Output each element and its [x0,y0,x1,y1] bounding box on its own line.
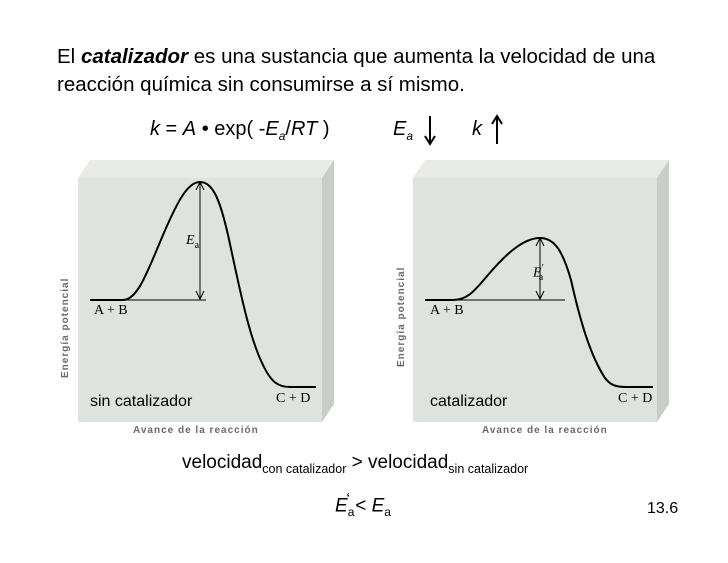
ea-trend-label: Ea [393,118,413,143]
rate-word-1: velocidad [182,452,263,473]
panel-top-face [413,160,669,178]
rate-sub-cat: con catalizador [262,461,347,476]
formula-equals: = [160,118,183,140]
rate-comparison: velocidadcon catalizador > velocidadsin … [182,452,528,476]
intro-keyword: catalizador [80,45,189,68]
arrow-up-icon [491,114,503,144]
ea-prime-label: E′a [533,263,544,284]
formula-k: k [150,118,160,140]
products-label: C + D [618,391,653,406]
formula-RT: RT [290,118,318,140]
formula-A: A [182,118,197,140]
cmp-lhs-E: E [335,495,348,517]
panel-top-face [78,160,334,178]
activation-energy-comparison: Ea‘ < Ea [335,491,391,519]
energy-diagram-catalyzed [413,160,669,422]
rate-sub-nocat: sin catalizador [448,461,529,476]
formula-a-sub: a [278,129,286,143]
ea-symbol: E [393,118,407,140]
slide-number: 13.6 [647,500,679,517]
x-axis-label: Avance de la reacción [133,425,259,436]
rate-gt: > [346,452,369,473]
formula-slash: / [285,118,291,140]
energy-curve [425,236,653,388]
formula-E: E [265,118,279,140]
ea-label: Ea [186,233,200,251]
y-axis-label: Energía potencial [60,277,71,378]
intro-rest: es una sustancia que aumenta la velocida… [57,45,656,96]
panel-side-face [322,160,334,422]
k-trend-label: k [472,118,482,140]
energy-curve [90,180,316,388]
formula-close: ) [317,118,330,140]
intro-prefix: El [57,45,81,68]
panel-caption: sin catalizador [90,393,193,410]
cmp-lhs-sub: a [347,505,355,520]
cmp-lhs-prime: ‘ [346,491,350,508]
reactants-label: A + B [430,303,464,318]
cmp-rhs-sub: a [384,505,391,520]
products-label: C + D [276,391,311,406]
x-axis-label: Avance de la reacción [482,425,608,436]
intro-text: El catalizador es una sustancia que aume… [57,43,697,99]
panel-caption: catalizador [430,393,508,410]
arrhenius-formula: k = A • exp( -Ea/RT ) [150,118,330,143]
ea-sub: a [406,129,414,143]
rate-word-2: velocidad [368,452,449,473]
panel-side-face [657,160,669,422]
formula-bullet: • [196,118,215,140]
energy-diagram-uncatalyzed [78,160,334,422]
reactants-label: A + B [94,303,128,318]
arrow-down-icon [424,116,436,146]
cmp-rhs-E: E [371,495,385,517]
y-axis-label: Energía potencial [396,266,407,367]
formula-exp: exp( - [214,118,266,140]
cmp-lt: < [349,495,372,517]
